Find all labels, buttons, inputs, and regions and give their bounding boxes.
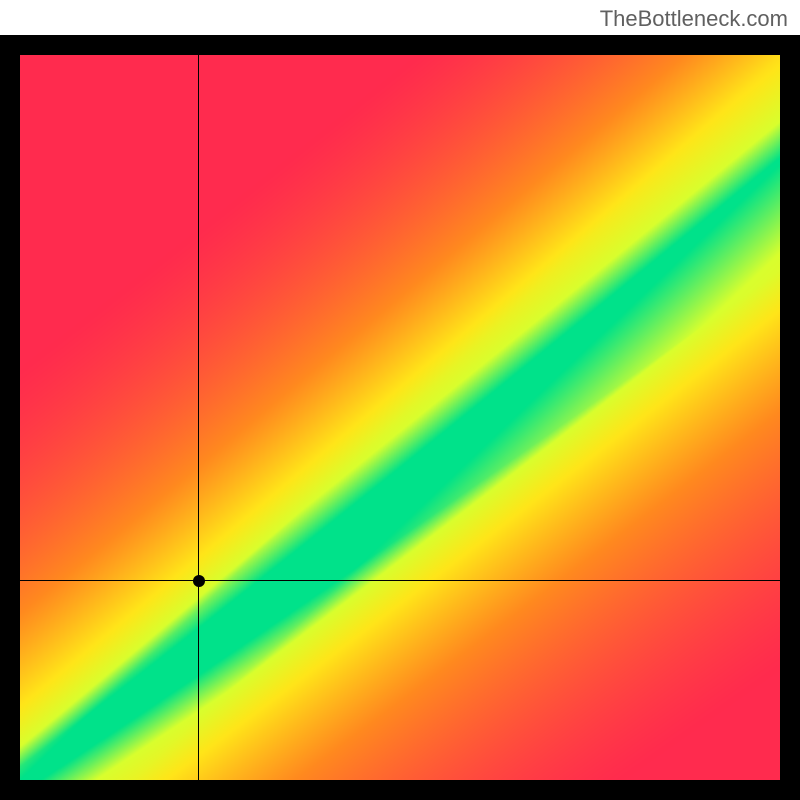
chart-frame (0, 35, 800, 800)
crosshair-marker (193, 575, 205, 587)
bottleneck-heatmap (20, 55, 780, 780)
crosshair-horizontal (20, 580, 780, 581)
crosshair-vertical (198, 55, 199, 780)
watermark-text: TheBottleneck.com (600, 6, 788, 32)
